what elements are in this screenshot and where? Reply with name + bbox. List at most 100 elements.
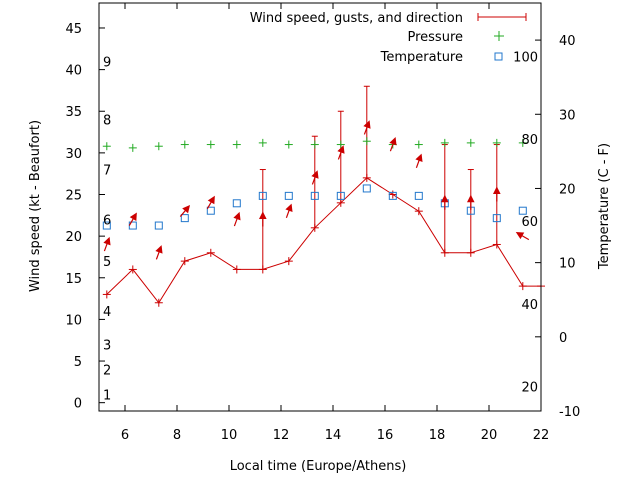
wind-direction-arrow xyxy=(206,195,215,210)
wind-direction-arrow xyxy=(363,120,371,135)
y-left-tick-label: 10 xyxy=(65,313,82,328)
wind-direction-arrow xyxy=(285,203,293,218)
pressure-point xyxy=(336,140,345,149)
x-tick-label: 12 xyxy=(273,428,290,443)
beaufort-label: 5 xyxy=(103,255,111,270)
beaufort-label: 1 xyxy=(103,388,111,403)
legend-wind-swatch xyxy=(477,13,527,21)
beaufort-label: 2 xyxy=(103,363,111,378)
y-right-tick-label: 20 xyxy=(559,182,576,197)
temperature-point xyxy=(180,214,189,223)
pressure-point xyxy=(310,140,319,149)
beaufort-label: 4 xyxy=(103,305,111,320)
wind-point xyxy=(206,248,215,257)
wind-speed-line xyxy=(106,177,541,304)
y-axis-right-label: Temperature (C - F) xyxy=(597,143,612,270)
legend-entry-wind: Wind speed, gusts, and direction xyxy=(250,11,463,26)
wind-direction-arrow xyxy=(415,153,423,168)
x-tick-label: 22 xyxy=(533,428,550,443)
wind-direction-arrow xyxy=(155,245,163,260)
wind-point xyxy=(154,298,163,307)
wind-direction-arrow xyxy=(440,194,449,210)
wind-direction-arrow xyxy=(515,232,530,241)
x-axis-label: Local time (Europe/Athens) xyxy=(230,459,407,474)
beaufort-label: 7 xyxy=(103,164,111,179)
beaufort-label: 3 xyxy=(103,338,111,353)
temperature-point xyxy=(362,184,371,193)
temperature-point xyxy=(310,191,319,200)
y-right-tick-label: 30 xyxy=(559,108,576,123)
legend-pressure-swatch xyxy=(494,31,504,41)
beaufort-label: 8 xyxy=(103,114,111,129)
fahrenheit-label: 60 xyxy=(521,215,538,230)
fahrenheit-label: 20 xyxy=(521,381,538,396)
temperature-point xyxy=(232,199,241,208)
pressure-point xyxy=(102,142,111,151)
temperature-point xyxy=(102,221,111,230)
temperature-point xyxy=(492,214,501,223)
pressure-point xyxy=(154,142,163,151)
temperature-point xyxy=(414,191,423,200)
wind-point xyxy=(518,282,527,291)
x-tick-label: 20 xyxy=(481,428,498,443)
wind-direction-arrow xyxy=(103,236,111,252)
y-left-tick-label: 5 xyxy=(74,355,82,370)
wind-direction-arrow xyxy=(492,186,501,202)
pressure-point xyxy=(284,140,293,149)
wind-direction-arrow xyxy=(311,170,319,185)
wind-point xyxy=(388,190,397,199)
wind-direction-arrow xyxy=(389,136,397,152)
pressure-point xyxy=(414,140,423,149)
wind-direction-arrow xyxy=(258,211,267,227)
x-tick-label: 16 xyxy=(377,428,394,443)
pressure-point xyxy=(206,140,215,149)
pressure-point xyxy=(440,138,449,147)
pressure-point xyxy=(492,138,501,147)
legend-temperature-swatch xyxy=(494,52,503,61)
y-right-tick-label: -10 xyxy=(559,405,580,420)
pressure-point xyxy=(362,137,371,146)
x-tick-label: 18 xyxy=(429,428,446,443)
temperature-point xyxy=(206,206,215,215)
temperature-point xyxy=(518,206,527,215)
pressure-point xyxy=(518,138,527,147)
wind-point xyxy=(232,265,241,274)
x-tick-label: 6 xyxy=(121,428,129,443)
x-tick-label: 8 xyxy=(173,428,181,443)
wind-point xyxy=(180,257,189,266)
pressure-point xyxy=(258,138,267,147)
y-left-tick-label: 15 xyxy=(65,272,82,287)
temperature-point xyxy=(336,191,345,200)
pressure-point xyxy=(466,138,475,147)
pressure-point xyxy=(128,143,137,152)
y-left-tick-label: 25 xyxy=(65,189,82,204)
y-right-tick-label: 40 xyxy=(559,34,576,49)
y-right-tick-label: 0 xyxy=(559,331,567,346)
y-left-tick-label: 30 xyxy=(65,147,82,162)
fahrenheit-label: 80 xyxy=(521,133,538,148)
x-tick-label: 10 xyxy=(221,428,238,443)
wind-point xyxy=(128,265,137,274)
wind-direction-arrow xyxy=(179,204,191,217)
y-left-tick-label: 35 xyxy=(65,105,82,120)
y-left-tick-label: 45 xyxy=(65,22,82,37)
y-left-tick-label: 0 xyxy=(74,397,82,412)
x-tick-label: 14 xyxy=(325,428,342,443)
wind-direction-arrow xyxy=(233,211,241,227)
plot-frame xyxy=(98,2,542,412)
wind-point xyxy=(414,207,423,216)
wind-direction-arrow xyxy=(337,145,345,160)
fahrenheit-label: 40 xyxy=(521,298,538,313)
wind-direction-arrow xyxy=(128,212,137,226)
temperature-point xyxy=(258,191,267,200)
temperature-point xyxy=(154,221,163,230)
wind-point xyxy=(102,290,111,299)
y-left-tick-label: 20 xyxy=(65,230,82,245)
legend: Wind speed, gusts, and direction Pressur… xyxy=(250,11,527,65)
temperature-point xyxy=(388,191,397,200)
legend-entry-temperature: Temperature xyxy=(380,50,463,65)
y-right-tick-label: 10 xyxy=(559,257,576,272)
beaufort-label: 9 xyxy=(103,55,111,70)
pressure-point xyxy=(232,140,241,149)
